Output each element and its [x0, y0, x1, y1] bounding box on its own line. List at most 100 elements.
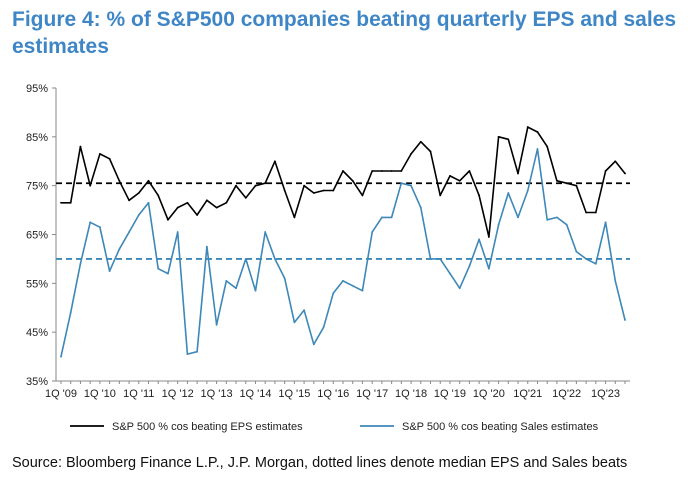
eps-beat-point: [449, 175, 451, 177]
sales-beat-point: [400, 182, 403, 185]
sales-beat-point: [293, 321, 296, 324]
eps-beat-point: [624, 172, 626, 175]
x-tick-label: 1Q'21: [513, 388, 542, 400]
legend-label: S&P 500 % cos beating Sales estimates: [402, 421, 599, 433]
sales-beat-point: [264, 231, 267, 233]
sales-beat-point: [604, 221, 607, 224]
x-tick-label: 1Q '17: [356, 388, 388, 400]
sales-beat-point: [332, 292, 335, 294]
sales-beat-point: [235, 287, 237, 290]
eps-beat-point: [390, 170, 393, 172]
x-tick-label: 1Q'23: [591, 388, 620, 400]
sales-beat-point: [79, 262, 82, 265]
eps-beat-point: [536, 131, 539, 133]
eps-beat-point: [293, 216, 296, 219]
eps-beat-point: [186, 201, 189, 204]
eps-beat-point: [176, 206, 179, 209]
x-tick-label: 1Q '11: [123, 388, 154, 400]
sales-beat-point: [274, 258, 276, 260]
sales-beat-point: [244, 258, 247, 260]
sales-beat-point: [594, 262, 597, 265]
sales-beat-point: [507, 192, 510, 194]
eps-beat-point: [264, 182, 267, 185]
eps-beat-point: [604, 170, 607, 172]
eps-beat-point: [244, 196, 247, 199]
eps-beat-point: [614, 160, 617, 163]
sales-beat-line: [60, 148, 626, 357]
eps-beat-point: [526, 126, 529, 128]
eps-beat-point: [419, 140, 422, 143]
eps-beat-point: [157, 194, 160, 197]
y-tick-label: 65%: [26, 230, 48, 242]
sales-beat-point: [371, 231, 374, 233]
eps-beat-point: [458, 179, 461, 182]
eps-beat-point: [312, 192, 315, 194]
eps-beat-point: [565, 182, 568, 185]
eps-beat-point: [147, 179, 150, 182]
eps-beat-point: [225, 201, 228, 204]
sales-beat-point: [254, 289, 257, 292]
eps-beat-point: [429, 150, 432, 153]
eps-beat-point: [118, 179, 121, 182]
eps-beat-point: [361, 194, 364, 197]
sales-beat-point: [303, 309, 306, 312]
sales-beat-point: [361, 289, 364, 292]
eps-beat-point: [400, 170, 403, 172]
sales-beat-point: [497, 223, 500, 226]
eps-beat-point: [351, 179, 354, 182]
eps-beat-point: [487, 236, 490, 238]
x-tick-label: 1Q '10: [84, 388, 116, 400]
eps-beat-point: [517, 172, 519, 175]
eps-beat-point: [380, 170, 383, 172]
figure-title: Figure 4: % of S&P500 companies beating …: [12, 8, 677, 58]
eps-beat-point: [371, 170, 374, 172]
sales-beat-point: [458, 287, 461, 290]
sales-beat-point: [624, 319, 626, 321]
x-tick-label: 1Q '20: [473, 388, 505, 400]
sales-beat-point: [108, 270, 111, 273]
eps-beat-point: [283, 189, 286, 192]
eps-beat-point: [342, 170, 344, 172]
x-tick-label: 1Q '12: [162, 388, 194, 400]
legend-label: S&P 500 % cos beating EPS estimates: [112, 421, 303, 433]
eps-beat-point: [79, 145, 82, 148]
sales-beat-point: [439, 258, 442, 260]
eps-beat-line: [61, 126, 626, 238]
x-tick-label: 1Q '19: [434, 388, 466, 400]
eps-beat-point: [128, 199, 130, 202]
x-tick-label: 1Q'22: [552, 388, 581, 400]
y-tick-label: 75%: [26, 181, 48, 193]
sales-beat-point: [312, 343, 315, 346]
eps-beat-point: [215, 206, 218, 209]
sales-beat-point: [556, 216, 558, 219]
x-tick-label: 1Q '15: [278, 388, 310, 400]
eps-beat-point: [594, 211, 597, 214]
sales-beat-point: [186, 353, 189, 356]
sales-beat-point: [118, 248, 121, 251]
x-tick-label: 1Q '18: [395, 388, 427, 400]
eps-beat-point: [274, 160, 276, 163]
sales-beat-point: [468, 265, 471, 268]
sales-beat-point: [196, 350, 199, 353]
sales-beat-point: [98, 226, 101, 229]
sales-beat-point: [89, 221, 92, 224]
sales-beat-point: [526, 189, 529, 192]
sales-beat-point: [69, 311, 72, 314]
sales-beat-point: [546, 218, 549, 221]
sales-beat-point: [565, 223, 568, 226]
eps-beat-point: [137, 192, 140, 194]
sales-beat-point: [322, 326, 325, 329]
eps-beat-point: [585, 211, 588, 214]
eps-beat-point: [60, 201, 62, 204]
y-tick-label: 45%: [26, 327, 48, 339]
sales-beat-point: [575, 250, 578, 253]
eps-beat-point: [332, 189, 335, 192]
eps-beat-point: [478, 194, 481, 197]
x-tick-label: 1Q '16: [317, 388, 349, 400]
eps-beat-point: [235, 184, 237, 187]
sales-beat-point: [225, 279, 228, 282]
x-tick-label: 1Q '14: [239, 388, 271, 400]
eps-beat-point: [254, 184, 257, 187]
sales-beat-point: [380, 216, 383, 219]
